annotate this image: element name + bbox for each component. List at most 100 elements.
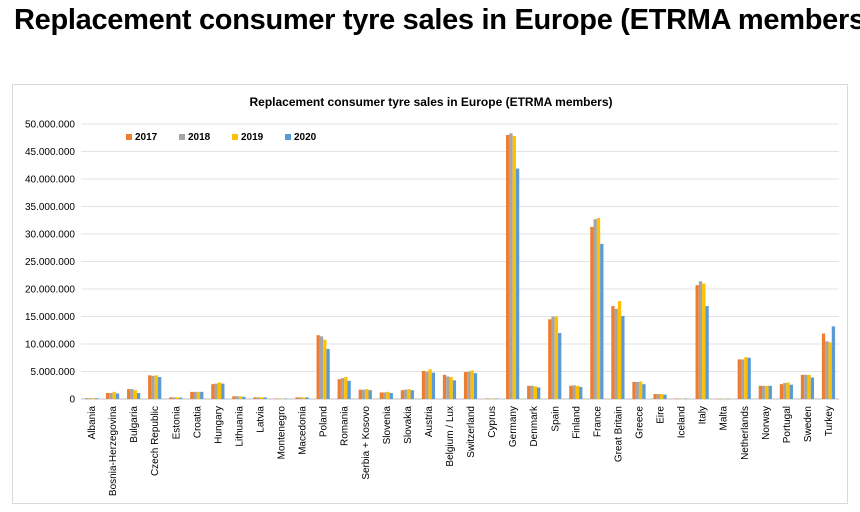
- x-tick-label: Montenegro: [277, 406, 288, 460]
- bar-2020: [536, 387, 541, 399]
- bar-2018: [109, 392, 113, 399]
- bar-2019: [807, 374, 811, 399]
- bar-2017: [337, 379, 341, 399]
- bar-2019: [554, 316, 559, 399]
- x-tick-label: Germany: [508, 406, 519, 447]
- bar-2020: [221, 383, 225, 399]
- x-tick-label: Great Britain: [613, 406, 624, 462]
- y-tick-label: 20.000.000: [25, 285, 75, 296]
- bar-2019: [765, 385, 769, 399]
- bar-2020: [494, 398, 499, 399]
- bar-2020: [115, 393, 120, 399]
- x-tick-label: Czech Republic: [150, 406, 161, 476]
- bar-2018: [467, 371, 471, 399]
- bar-2017: [400, 390, 405, 399]
- bar-2020: [284, 398, 288, 399]
- x-tick-label: Macedonia: [298, 406, 309, 455]
- bar-2019: [596, 218, 601, 399]
- bar-2017: [779, 384, 784, 399]
- bar-2020: [263, 397, 267, 399]
- bar-2018: [277, 398, 282, 399]
- x-tick-label: Slovakia: [403, 406, 414, 444]
- bar-2019: [512, 136, 516, 399]
- bar-2017: [590, 226, 594, 399]
- legend-label: 2018: [188, 132, 211, 143]
- y-axis-tick-labels: 0 5.000.000 10.000.000 15.000.000 20.000.000…: [25, 120, 76, 406]
- bar-2020: [136, 392, 141, 399]
- bar-chart: Replacement consumer tyre sales in Europ…: [25, 95, 839, 496]
- x-tick-label: Italy: [698, 406, 709, 424]
- bar-2020: [389, 392, 393, 399]
- bar-2018: [172, 397, 176, 399]
- bar-2020: [810, 377, 815, 399]
- bar-2020: [705, 306, 709, 399]
- bar-2020: [747, 357, 751, 399]
- y-tick-label: 30.000.000: [25, 230, 75, 241]
- chart-frame: Replacement consumer tyre sales in Europ…: [12, 84, 848, 504]
- bar-2018: [446, 376, 450, 399]
- bar-2019: [175, 397, 180, 399]
- bar-2018: [256, 397, 260, 399]
- x-tick-label: Slovenia: [382, 406, 393, 445]
- bar-2019: [91, 398, 95, 399]
- bar-2019: [449, 377, 453, 399]
- bar-2018: [425, 371, 429, 399]
- bar-2017: [695, 285, 699, 399]
- bar-2019: [281, 398, 285, 399]
- y-tick-label: 10.000.000: [25, 340, 75, 351]
- x-tick-label: Denmark: [529, 405, 540, 447]
- bar-2020: [157, 377, 162, 399]
- bar-2017: [527, 385, 531, 399]
- gridlines: [81, 123, 839, 400]
- bar-2019: [786, 382, 790, 399]
- x-tick-label: Romania: [340, 406, 351, 446]
- bar-2018: [677, 398, 682, 399]
- bar-2018: [319, 336, 324, 399]
- bar-2020: [94, 398, 99, 399]
- bar-2020: [642, 384, 646, 399]
- bar-2018: [383, 392, 387, 399]
- bar-2017: [274, 398, 278, 399]
- legend-label: 2020: [294, 132, 317, 143]
- x-tick-label: Switzerland: [466, 406, 477, 458]
- bar-2017: [358, 389, 362, 399]
- bar-2017: [127, 389, 131, 399]
- bar-2018: [235, 396, 239, 399]
- x-tick-label: Estonia: [171, 406, 182, 440]
- bar-2020: [305, 397, 309, 399]
- bar-2018: [804, 374, 808, 399]
- bar-2017: [421, 370, 426, 399]
- bar-2019: [323, 339, 327, 399]
- x-tick-label: Turkey: [824, 406, 835, 436]
- x-tick-label: Albania: [87, 406, 98, 440]
- bar-2017: [211, 384, 215, 399]
- bar-2018: [698, 281, 703, 399]
- bar-2017: [295, 397, 299, 399]
- bar-2017: [484, 398, 489, 399]
- bar-2017: [84, 398, 89, 399]
- bar-2020: [179, 397, 183, 399]
- bar-2018: [825, 341, 829, 399]
- bar-2017: [190, 391, 194, 399]
- bar-2020: [452, 380, 457, 399]
- bar-2017: [653, 394, 657, 399]
- y-tick-label: 45.000.000: [25, 147, 75, 158]
- bar-2019: [723, 398, 727, 400]
- bar-2020: [347, 380, 351, 399]
- bar-2019: [470, 370, 474, 399]
- bar-2017: [148, 375, 152, 399]
- y-tick-label: 15.000.000: [25, 312, 75, 323]
- bar-2018: [530, 385, 534, 399]
- bar-2018: [740, 359, 745, 399]
- x-tick-label: Hungary: [213, 406, 224, 444]
- bar-2018: [130, 389, 134, 399]
- bar-2019: [302, 397, 306, 399]
- bar-2017: [379, 392, 384, 399]
- bar-2017: [758, 385, 763, 399]
- bar-2019: [575, 385, 580, 399]
- bar-2020: [473, 373, 478, 399]
- x-tick-label: Latvia: [255, 406, 266, 433]
- bar-2018: [88, 398, 92, 399]
- legend-swatch: [285, 134, 291, 140]
- bar-2020: [684, 398, 688, 399]
